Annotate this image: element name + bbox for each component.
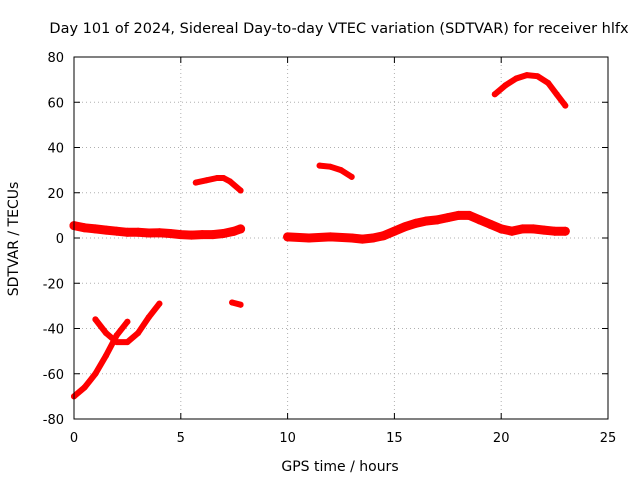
data-point <box>523 72 530 79</box>
data-point <box>528 224 538 234</box>
y-axis-title: SDTVAR / TECUs <box>6 182 22 297</box>
data-point <box>389 226 399 236</box>
x-tick-label: 5 <box>177 431 185 446</box>
x-tick-label: 20 <box>493 431 510 446</box>
y-tick-label: -80 <box>43 413 64 428</box>
y-tick-label: 0 <box>56 232 64 247</box>
data-point <box>357 234 367 244</box>
data-point <box>550 226 560 236</box>
data-point <box>347 233 357 243</box>
x-tick-label: 25 <box>600 431 617 446</box>
data-point <box>112 226 122 236</box>
x-tick-label: 15 <box>386 431 403 446</box>
data-point <box>192 179 199 186</box>
data-point <box>92 370 99 377</box>
data-point <box>154 228 164 238</box>
data-point <box>165 229 175 238</box>
y-tick-label: 20 <box>47 187 64 202</box>
data-point <box>432 215 442 225</box>
data-point <box>379 231 389 241</box>
data-point <box>539 225 549 235</box>
data-point <box>562 102 569 109</box>
data-point <box>496 224 506 234</box>
data-point <box>502 82 509 89</box>
series-arc-21h <box>491 72 569 109</box>
data-point <box>101 225 111 235</box>
data-point <box>304 233 314 243</box>
data-point <box>348 173 355 180</box>
y-tick-label: -60 <box>43 368 64 383</box>
data-point <box>219 229 228 238</box>
data-point <box>411 218 421 228</box>
data-point <box>220 175 227 181</box>
data-point <box>214 175 221 181</box>
data-point <box>316 162 323 169</box>
data-point <box>103 330 109 336</box>
data-point <box>103 352 109 359</box>
data-point <box>156 300 163 307</box>
data-point <box>124 339 131 346</box>
data-point <box>507 226 517 236</box>
y-tick-label: -40 <box>43 323 64 338</box>
y-tick-label: -20 <box>43 277 64 292</box>
data-point <box>237 301 244 308</box>
data-point <box>236 224 246 234</box>
x-axis-title: GPS time / hours <box>281 459 398 475</box>
data-point <box>197 230 207 240</box>
data-point <box>229 299 236 306</box>
data-point <box>90 224 100 234</box>
data-point <box>237 187 244 194</box>
data-point <box>443 213 453 223</box>
series-arc-12h <box>316 162 355 180</box>
data-point <box>421 216 431 226</box>
data-point <box>135 330 142 336</box>
x-tick-label: 10 <box>279 431 296 446</box>
data-point <box>518 224 528 234</box>
data-point <box>92 316 99 323</box>
data-series <box>69 72 570 400</box>
data-point <box>486 219 495 229</box>
data-point <box>122 227 132 237</box>
x-axis-tick-labels: 0 5 10 15 20 25 <box>70 431 616 446</box>
x-tick-label: 0 <box>70 431 78 446</box>
data-point <box>283 232 293 242</box>
data-point <box>187 230 196 240</box>
data-point <box>144 228 154 238</box>
data-point <box>133 227 143 237</box>
data-point <box>145 314 152 321</box>
data-point <box>226 178 233 185</box>
data-point <box>80 223 90 233</box>
data-point <box>534 73 541 80</box>
data-point <box>513 75 520 82</box>
data-point <box>491 91 498 98</box>
data-point <box>113 332 120 339</box>
data-point <box>81 384 88 391</box>
data-point <box>553 91 560 98</box>
data-point <box>560 226 570 236</box>
data-point <box>113 339 120 346</box>
data-point <box>464 210 474 220</box>
data-point <box>368 233 378 243</box>
data-point <box>338 167 344 174</box>
y-tick-label: 40 <box>47 142 64 157</box>
data-point <box>454 210 463 220</box>
data-point <box>400 222 410 232</box>
y-tick-label: 60 <box>47 96 64 111</box>
data-point <box>203 177 210 184</box>
series-arc-low-rising <box>71 318 131 400</box>
data-point <box>545 80 552 86</box>
y-axis-tick-labels: -80 -60 -40 -20 0 20 40 60 80 <box>43 51 64 428</box>
data-point <box>325 232 335 242</box>
data-point <box>475 215 485 225</box>
data-point <box>208 230 218 240</box>
data-point <box>124 318 131 325</box>
axis-ticks <box>73 56 609 420</box>
y-tick-label: 80 <box>47 51 64 66</box>
data-point <box>327 163 334 170</box>
chart-title: Day 101 of 2024, Sidereal Day-to-day VTE… <box>49 21 629 37</box>
data-point <box>176 230 186 240</box>
